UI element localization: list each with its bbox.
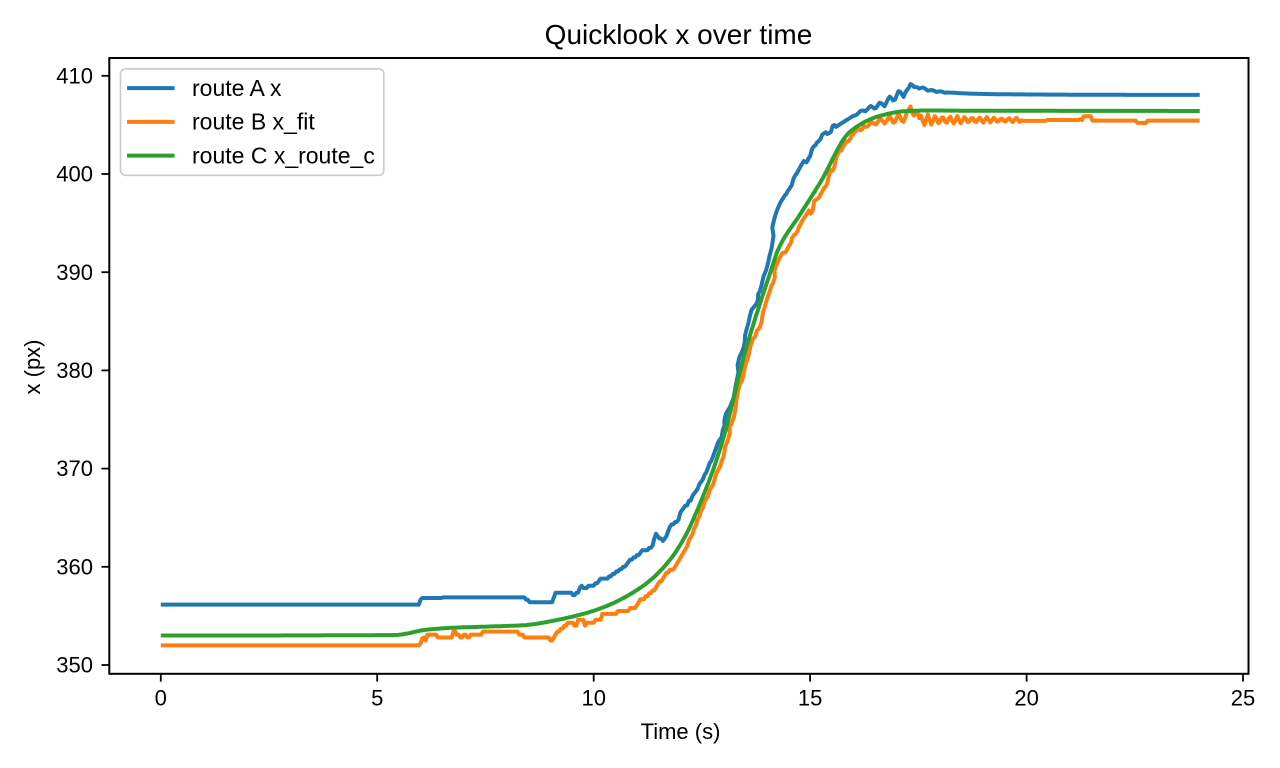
svg-text:20: 20 — [1014, 685, 1038, 710]
svg-text:400: 400 — [56, 162, 93, 187]
svg-text:route A x: route A x — [192, 75, 282, 101]
svg-text:x (px): x (px) — [20, 340, 45, 395]
svg-text:10: 10 — [581, 685, 605, 710]
svg-text:route C x_route_c: route C x_route_c — [192, 142, 375, 168]
svg-text:Quicklook x over time: Quicklook x over time — [545, 19, 813, 50]
svg-text:Time (s): Time (s) — [641, 719, 721, 744]
svg-text:route B x_fit: route B x_fit — [192, 109, 315, 135]
svg-text:380: 380 — [56, 358, 93, 383]
svg-text:360: 360 — [56, 554, 93, 579]
svg-text:350: 350 — [56, 653, 93, 678]
svg-text:25: 25 — [1231, 685, 1255, 710]
svg-text:370: 370 — [56, 456, 93, 481]
svg-text:5: 5 — [371, 685, 383, 710]
svg-text:390: 390 — [56, 260, 93, 285]
svg-text:410: 410 — [56, 63, 93, 88]
svg-text:15: 15 — [798, 685, 822, 710]
svg-text:0: 0 — [155, 685, 167, 710]
